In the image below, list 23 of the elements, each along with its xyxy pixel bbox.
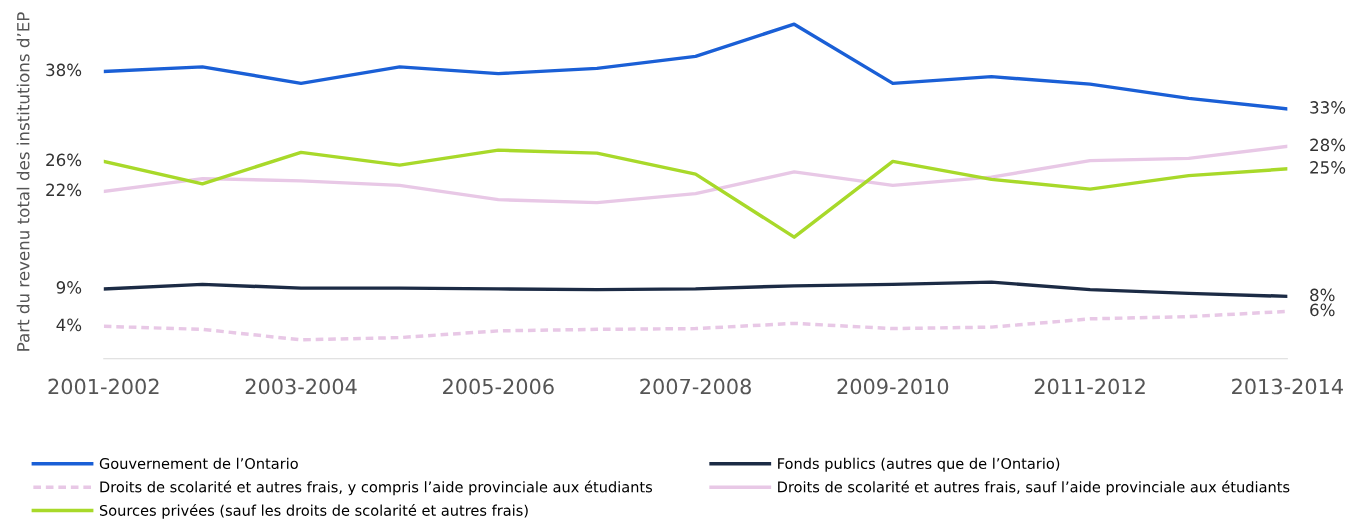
data-label: 26%: [46, 153, 82, 167]
data-label: 9%: [56, 281, 82, 294]
legend-label: Droits de scolarité et autres frais, y compris l’aide provinciale aux étudiants: [100, 480, 653, 496]
x-tick-label: 2001-2002: [48, 378, 159, 395]
data-label: 25%: [1310, 161, 1346, 174]
x-tick-label: 2011-2012: [1034, 378, 1145, 395]
legend-label: Fonds publics (autres que de l’Ontario): [778, 457, 1060, 472]
y-axis-title: Part du revenu total des institutions d’EP: [16, 12, 30, 351]
data-label: 28%: [1310, 138, 1346, 152]
data-label: 4%: [56, 318, 82, 332]
data-label: 6%: [1310, 303, 1335, 317]
data-label: 38%: [46, 63, 82, 77]
x-tick-label: 2007-2008: [640, 378, 751, 395]
legend-label: Gouvernement de l’Ontario: [99, 457, 298, 470]
legend-label: Sources privées (sauf les droits de scolarité et autres frais): [99, 504, 528, 519]
x-tick-label: 2005-2006: [443, 378, 554, 395]
data-label: 22%: [46, 183, 82, 197]
x-tick-label: 2009-2010: [837, 378, 949, 395]
legend-label: Droits de scolarité et autres frais, sauf l’aide provinciale aux étudiants: [778, 480, 1290, 496]
x-tick-label: 2003-2004: [245, 378, 357, 395]
data-label: 33%: [1310, 101, 1346, 114]
data-label: 8%: [1310, 288, 1335, 302]
x-tick-label: 2013-2014: [1232, 378, 1343, 395]
